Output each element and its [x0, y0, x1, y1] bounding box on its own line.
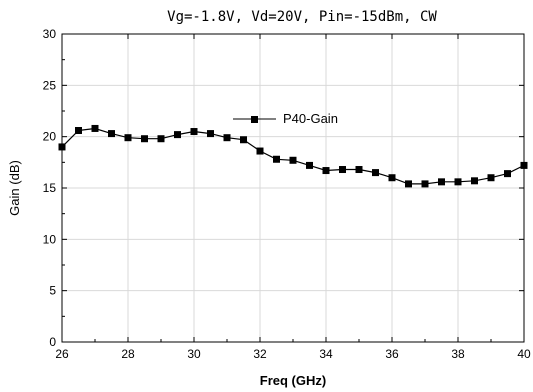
x-tick-label: 30 [187, 347, 201, 361]
x-tick-label: 40 [517, 347, 531, 361]
x-tick-label: 32 [253, 347, 267, 361]
data-point [273, 155, 280, 163]
data-point [75, 127, 82, 135]
legend: P40-Gain [233, 111, 338, 126]
y-axis-label: Gain (dB) [7, 160, 22, 216]
data-point [58, 143, 66, 151]
data-point [124, 134, 132, 142]
data-point [157, 135, 165, 143]
data-point [454, 178, 462, 186]
y-tick-label: 25 [43, 78, 57, 92]
data-point [108, 130, 115, 138]
data-point [405, 180, 412, 188]
x-tick-label: 38 [451, 347, 465, 361]
data-point [504, 170, 511, 178]
data-point [289, 156, 297, 164]
x-tick-label: 28 [121, 347, 135, 361]
data-point [372, 169, 379, 177]
data-point [91, 124, 99, 132]
data-point [421, 180, 429, 188]
legend-marker [251, 116, 258, 123]
data-point [487, 174, 495, 182]
y-tick-label: 30 [43, 27, 57, 41]
x-axis-label: Freq (GHz) [260, 373, 326, 388]
data-point [256, 147, 264, 155]
data-point [339, 166, 346, 174]
chart-title: Vg=-1.8V, Vd=20V, Pin=-15dBm, CW [167, 9, 437, 25]
series-layer [58, 124, 528, 188]
data-point [322, 167, 330, 175]
grid-lines [61, 33, 525, 343]
y-tick-label: 0 [49, 335, 56, 349]
data-point [355, 166, 363, 174]
data-point [174, 131, 181, 139]
data-point [141, 135, 148, 143]
x-tick-label: 34 [319, 347, 333, 361]
y-axis-ticks: 0 5 10 15 20 25 30 [43, 27, 524, 349]
data-point [471, 177, 478, 185]
x-tick-label: 36 [385, 347, 399, 361]
y-tick-label: 15 [43, 181, 57, 195]
y-tick-label: 10 [43, 232, 57, 246]
data-point [520, 161, 528, 169]
y-tick-label: 20 [43, 130, 57, 144]
data-point [388, 174, 396, 182]
y-tick-label: 5 [49, 284, 56, 298]
legend-label: P40-Gain [283, 111, 338, 126]
data-point [207, 130, 214, 138]
x-axis-ticks: 26 28 30 32 34 36 38 40 [55, 34, 531, 361]
x-tick-label: 26 [55, 347, 69, 361]
data-point [190, 128, 198, 136]
data-point [306, 161, 313, 169]
data-point [438, 178, 445, 186]
data-point [240, 136, 247, 144]
data-point [223, 134, 231, 142]
